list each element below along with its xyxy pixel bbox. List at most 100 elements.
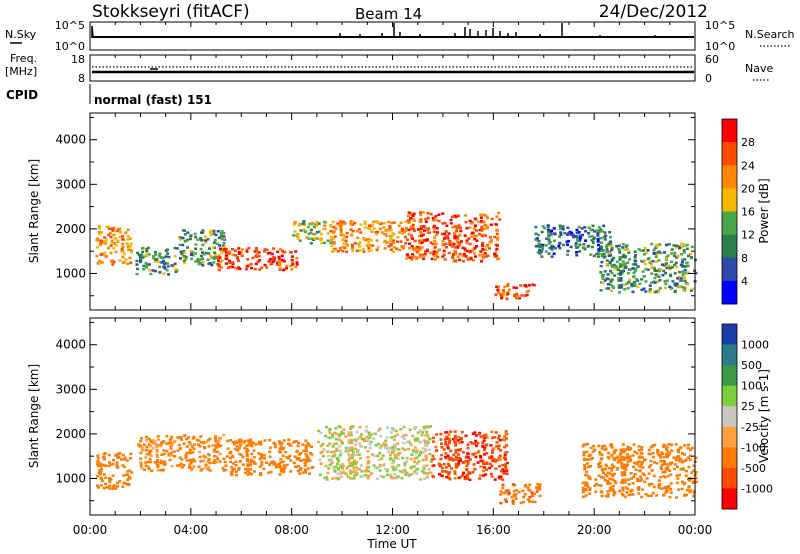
time-tick-label: 20:00 xyxy=(577,523,612,537)
power-echo-region-1 xyxy=(135,246,179,276)
power-colorbar-tick: 4 xyxy=(741,275,748,288)
freq-label: Freq. xyxy=(10,52,37,65)
beam-label: Beam 14 xyxy=(355,5,422,23)
nsearch-tick-top: 10^5 xyxy=(705,19,735,32)
velocity-colorbar-swatch xyxy=(722,365,737,386)
nsearch-tick-bottom: 10^0 xyxy=(705,40,735,53)
velocity-colorbar-tick: -1000 xyxy=(741,482,773,495)
power-echo-region-6 xyxy=(405,211,502,263)
time-tick-label: 00:00 xyxy=(73,523,108,537)
power-y-axis: 1000 2000 3000 4000 xyxy=(55,116,695,297)
time-tick-label: 04:00 xyxy=(174,523,209,537)
velocity-colorbar-tick: -25 xyxy=(741,421,759,434)
velocity-ylabel: Slant Range [km] xyxy=(27,364,41,468)
velocity-y-axis: 1000 2000 3000 4000 xyxy=(55,321,695,502)
freq-tick-top: 18 xyxy=(71,53,85,66)
power-echo-region-2 xyxy=(178,229,227,267)
power-colorbar-tick: 16 xyxy=(741,206,755,219)
power-echoes xyxy=(95,211,698,301)
cpid-label: CPID xyxy=(6,88,38,102)
velocity-ytick-label: 4000 xyxy=(55,338,86,352)
power-colorbar-label: Power [dB] xyxy=(757,178,771,243)
power-colorbar-tick: 28 xyxy=(741,136,755,149)
power-panel: 1000 2000 3000 4000 Slant Range [km] 28 24 20… xyxy=(27,112,771,311)
power-ytick-label: 4000 xyxy=(55,133,86,147)
power-ytick-label: 1000 xyxy=(55,266,86,280)
velocity-colorbar-tick: 25 xyxy=(741,400,755,413)
velocity-colorbar-tick: -100 xyxy=(741,441,766,454)
power-colorbar-tick: 12 xyxy=(741,229,755,242)
site-title: Stokkseyri (fitACF) xyxy=(92,2,250,22)
power-ylabel: Slant Range [km] xyxy=(27,159,41,263)
time-tick-label: 08:00 xyxy=(274,523,309,537)
power-echo-region-7 xyxy=(494,282,536,301)
velocity-colorbar-swatch xyxy=(722,385,737,407)
power-colorbar-tick: 24 xyxy=(741,159,755,172)
nsky-tick-top: 10^5 xyxy=(55,19,85,32)
velocity-echo-region-1 xyxy=(137,433,226,472)
velocity-echo-region-5 xyxy=(499,483,542,505)
nave-tick-top: 60 xyxy=(705,53,719,66)
velocity-colorbar-label: Velocity [m s-1] xyxy=(757,369,771,463)
nsearch-label: N.Search xyxy=(745,28,795,41)
power-ytick-label: 3000 xyxy=(55,177,86,191)
nsky-tick-bottom: 10^0 xyxy=(55,40,85,53)
velocity-colorbar: 1000 500 100 25 -25 -100 -500 -1000 xyxy=(721,323,773,510)
power-colorbar-tick: 20 xyxy=(741,182,755,195)
freq-strip: Freq. [MHz] 18 8 60 0 Nave xyxy=(5,52,773,85)
velocity-ytick-label: 1000 xyxy=(55,471,86,485)
nave-tick-bottom: 0 xyxy=(705,72,712,85)
velocity-colorbar-tick: 1000 xyxy=(741,339,769,352)
velocity-ytick-label: 3000 xyxy=(55,382,86,396)
velocity-echo-region-2 xyxy=(223,438,315,477)
time-tick-label: 16:00 xyxy=(476,523,511,537)
velocity-colorbar-swatch xyxy=(722,324,737,345)
velocity-echo-region-3 xyxy=(317,425,433,481)
velocity-colorbar-swatch xyxy=(722,488,737,510)
nsky-spikes xyxy=(339,23,656,37)
velocity-echoes xyxy=(95,425,698,505)
velocity-colorbar-swatch xyxy=(722,447,737,469)
time-axis-label: Time UT xyxy=(366,537,417,551)
date-label: 24/Dec/2012 xyxy=(599,2,708,22)
power-echo-region-9 xyxy=(599,242,698,294)
power-echo-region-0 xyxy=(95,225,133,266)
velocity-echo-region-6 xyxy=(581,442,698,499)
velocity-echo-region-4 xyxy=(430,430,509,481)
time-tick-label: 12:00 xyxy=(375,523,410,537)
power-colorbar-swatch xyxy=(722,257,737,282)
nave-label: Nave xyxy=(745,62,773,75)
nsky-label: N.Sky xyxy=(5,28,37,41)
velocity-colorbar-swatch xyxy=(722,344,737,366)
velocity-colorbar-swatch xyxy=(722,426,737,448)
power-ytick-label: 2000 xyxy=(55,222,86,236)
velocity-panel: 1000 2000 3000 4000 Slant Range [km] 1000 50… xyxy=(27,317,773,516)
freq-unit: [MHz] xyxy=(5,65,37,78)
nsky-strip: N.Sky 10^5 10^0 10^5 10^0 N.Search xyxy=(5,19,795,53)
velocity-colorbar-swatch xyxy=(722,406,737,428)
power-echo-region-3 xyxy=(216,246,299,272)
power-colorbar: 28 24 20 16 12 8 4 xyxy=(721,118,755,305)
power-echo-region-8 xyxy=(534,224,613,258)
power-echo-region-4 xyxy=(292,220,335,245)
power-colorbar-swatch xyxy=(722,119,737,143)
velocity-colorbar-swatch xyxy=(722,467,737,489)
time-axis: 00:00 04:00 08:00 12:00 16:00 20:00 00:00 xyxy=(73,22,713,537)
cpid-value: normal (fast) 151 xyxy=(94,93,212,107)
power-colorbar-swatch xyxy=(722,188,737,212)
power-colorbar-swatch xyxy=(722,280,737,305)
power-colorbar-tick: 8 xyxy=(741,252,748,265)
power-echo-region-5 xyxy=(329,220,408,254)
power-colorbar-swatch xyxy=(722,165,737,189)
power-colorbar-swatch xyxy=(722,211,737,235)
velocity-colorbar-tick: 100 xyxy=(741,380,762,393)
power-colorbar-swatch xyxy=(722,234,737,258)
velocity-ytick-label: 2000 xyxy=(55,427,86,441)
time-tick-label: 00:00 xyxy=(678,523,713,537)
power-colorbar-swatch xyxy=(722,142,737,166)
velocity-colorbar-tick: 500 xyxy=(741,359,762,372)
velocity-colorbar-tick: -500 xyxy=(741,462,766,475)
freq-tick-bottom: 8 xyxy=(78,72,85,85)
velocity-echo-region-0 xyxy=(95,451,134,490)
